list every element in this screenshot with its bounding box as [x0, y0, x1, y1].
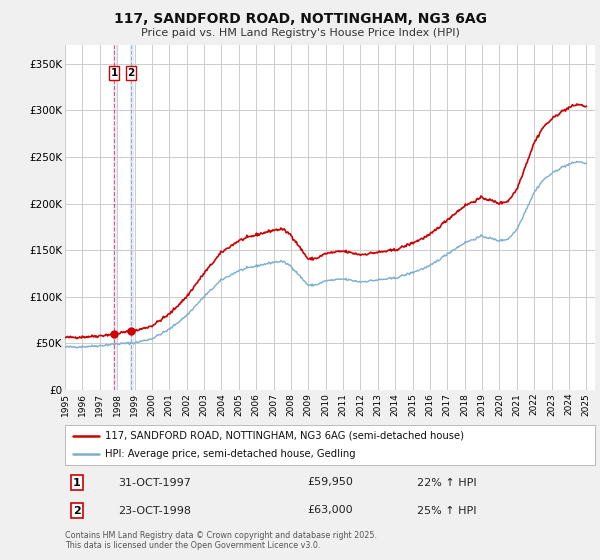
Text: £59,950: £59,950: [307, 478, 353, 488]
Text: 117, SANDFORD ROAD, NOTTINGHAM, NG3 6AG: 117, SANDFORD ROAD, NOTTINGHAM, NG3 6AG: [113, 12, 487, 26]
Text: 31-OCT-1997: 31-OCT-1997: [119, 478, 191, 488]
Text: 2: 2: [128, 68, 135, 78]
Bar: [130, 45, 133, 390]
Text: 23-OCT-1998: 23-OCT-1998: [119, 506, 191, 516]
Text: 117, SANDFORD ROAD, NOTTINGHAM, NG3 6AG (semi-detached house): 117, SANDFORD ROAD, NOTTINGHAM, NG3 6AG …: [105, 431, 464, 441]
Text: 2: 2: [73, 506, 80, 516]
Text: Contains HM Land Registry data © Crown copyright and database right 2025.
This d: Contains HM Land Registry data © Crown c…: [65, 531, 377, 550]
Text: 25% ↑ HPI: 25% ↑ HPI: [417, 506, 476, 516]
Text: £63,000: £63,000: [307, 506, 353, 516]
Text: Price paid vs. HM Land Registry's House Price Index (HPI): Price paid vs. HM Land Registry's House …: [140, 28, 460, 38]
Text: HPI: Average price, semi-detached house, Gedling: HPI: Average price, semi-detached house,…: [105, 449, 355, 459]
Text: 1: 1: [73, 478, 80, 488]
Text: 1: 1: [110, 68, 118, 78]
Text: 22% ↑ HPI: 22% ↑ HPI: [417, 478, 476, 488]
Bar: [113, 45, 116, 390]
